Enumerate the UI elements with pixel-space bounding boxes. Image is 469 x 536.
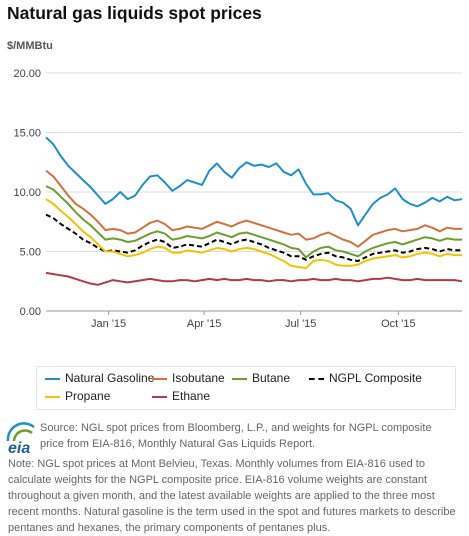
legend-swatch	[152, 396, 167, 398]
series-line-propane	[45, 198, 462, 270]
x-tick-label: Oct '15	[381, 318, 416, 330]
legend-swatch	[152, 378, 167, 380]
methodology-note: Note: NGL spot prices at Mont Belvieu, T…	[8, 458, 456, 534]
y-tick-label: 10.00	[13, 187, 41, 199]
y-tick-label: 0.00	[20, 306, 41, 318]
series-line-ethane	[45, 271, 463, 286]
series-line-isobutane	[45, 169, 462, 248]
line-chart: 0.00 5.00 10.00 15.00 20.00 Jan '15 Apr '15 Ju…	[13, 68, 463, 330]
eia-logo: eia	[6, 422, 35, 457]
x-tick-label: Apr '15	[187, 318, 222, 330]
legend-swatch	[232, 378, 247, 380]
series-line-ngpl-composite	[45, 213, 462, 262]
legend-label: Propane	[65, 389, 111, 403]
legend-swatch	[45, 378, 60, 380]
legend-swatch	[45, 396, 60, 398]
y-axis-unit-label: $/MMBtu	[7, 40, 53, 52]
x-tick-label: Jul '15	[285, 318, 316, 330]
legend-swatch	[309, 378, 324, 380]
legend-label: Isobutane	[172, 371, 225, 385]
legend-label: Natural Gasoline	[65, 371, 155, 385]
legend-label: Butane	[252, 371, 291, 385]
chart-legend: Natural Gasoline Isobutane Butane NGPL Comp…	[36, 366, 456, 410]
legend-label: NGPL Composite	[329, 371, 422, 385]
series-line-natural-gasoline	[45, 136, 463, 227]
source-note: Source: NGL spot prices from Bloomberg, …	[40, 422, 432, 450]
legend-label: Ethane	[172, 389, 211, 403]
series-line-butane	[45, 185, 462, 259]
y-tick-label: 5.00	[20, 247, 41, 259]
y-tick-label: 15.00	[13, 128, 41, 140]
eia-logo-text: eia	[8, 440, 30, 457]
x-tick-label: Jan '15	[91, 318, 126, 330]
chart-title: Natural gas liquids spot prices	[7, 3, 262, 23]
y-tick-label: 20.00	[13, 68, 41, 80]
